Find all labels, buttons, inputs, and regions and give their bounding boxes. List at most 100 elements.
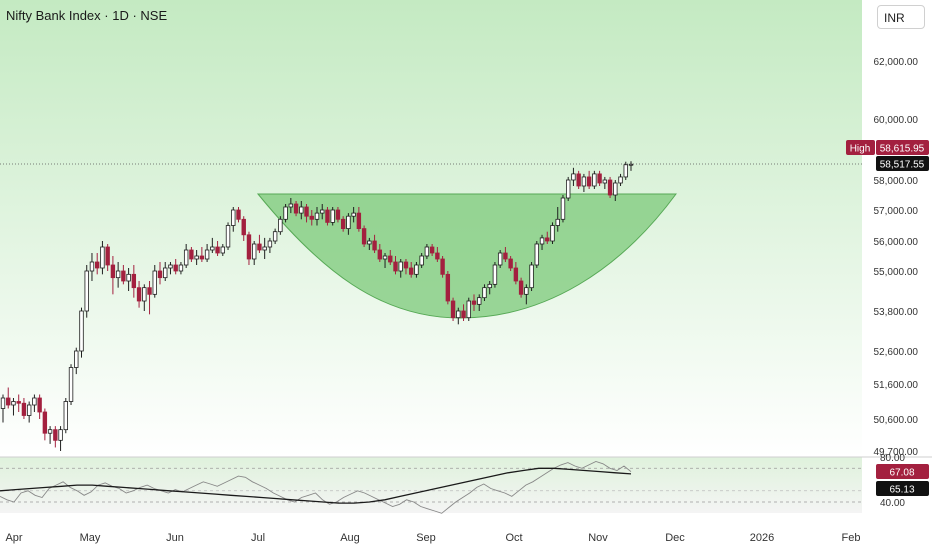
candle bbox=[555, 207, 560, 232]
candle bbox=[79, 307, 84, 358]
y-tick-label: 55,000.00 bbox=[874, 267, 919, 278]
candle bbox=[126, 268, 131, 291]
candle bbox=[142, 284, 147, 311]
x-axis: Apr May Jun Jul Aug Sep Oct Nov Dec 2026 Feb bbox=[5, 532, 860, 544]
candle bbox=[58, 426, 63, 451]
candle bbox=[115, 262, 121, 288]
candle bbox=[487, 281, 492, 295]
candle bbox=[100, 241, 105, 275]
candle bbox=[545, 231, 550, 244]
y-tick-label: 58,000.00 bbox=[874, 176, 919, 187]
chart-title: Nifty Bank Index · 1D · NSE bbox=[6, 8, 168, 23]
candle bbox=[497, 250, 503, 268]
axis-background bbox=[862, 0, 932, 550]
candle bbox=[560, 195, 566, 223]
candle bbox=[168, 262, 173, 275]
candle bbox=[492, 262, 498, 288]
candle bbox=[84, 265, 89, 318]
candle bbox=[340, 216, 346, 232]
candle bbox=[419, 253, 424, 268]
high-tag-label: High bbox=[850, 144, 871, 155]
x-tick-label: Apr bbox=[5, 532, 22, 544]
rsi-value: 67.08 bbox=[889, 468, 914, 479]
rsi-y-tick-label: 40.00 bbox=[880, 498, 905, 509]
candle bbox=[236, 207, 241, 223]
candle bbox=[450, 297, 456, 321]
candle bbox=[613, 180, 618, 201]
candle bbox=[445, 271, 451, 305]
candle bbox=[152, 265, 157, 298]
rsi-indicator bbox=[0, 461, 862, 514]
candle bbox=[482, 284, 487, 301]
candle bbox=[597, 170, 602, 186]
candle bbox=[89, 253, 95, 281]
candle bbox=[581, 173, 587, 192]
y-tick-label: 62,000.00 bbox=[874, 57, 919, 68]
candle bbox=[440, 256, 445, 278]
candle bbox=[231, 207, 236, 232]
candle bbox=[320, 204, 325, 220]
y-tick-label: 60,000.00 bbox=[874, 115, 919, 126]
candle bbox=[11, 398, 16, 416]
candle bbox=[330, 207, 335, 226]
candle bbox=[272, 228, 278, 244]
candle bbox=[204, 244, 210, 262]
candle bbox=[74, 347, 79, 375]
y-axis: 62,000.00 60,000.00 58,000.00 57,000.00 56,0… bbox=[874, 57, 919, 509]
candle bbox=[398, 259, 403, 278]
candle bbox=[199, 247, 205, 262]
candle bbox=[225, 222, 231, 250]
candle bbox=[42, 408, 48, 441]
candle bbox=[602, 176, 608, 189]
candle bbox=[377, 244, 382, 262]
y-tick-label: 49,700.00 bbox=[874, 447, 919, 458]
candle bbox=[607, 176, 613, 198]
candle bbox=[110, 256, 116, 295]
candle bbox=[131, 265, 137, 298]
candle bbox=[372, 234, 377, 253]
candle bbox=[26, 401, 32, 423]
high-price-tag: High 58,615.95 bbox=[846, 140, 929, 155]
candle bbox=[393, 256, 398, 275]
candle bbox=[183, 244, 189, 268]
candles bbox=[0, 161, 634, 451]
candle bbox=[534, 241, 539, 268]
candle bbox=[210, 237, 215, 253]
candle bbox=[586, 170, 592, 189]
candle bbox=[524, 284, 529, 305]
candle bbox=[241, 216, 246, 241]
candle bbox=[325, 207, 330, 226]
candle bbox=[414, 262, 419, 278]
candle bbox=[309, 210, 314, 226]
rsi-ma-value-tag: 65.13 bbox=[876, 481, 929, 496]
candle bbox=[178, 262, 184, 275]
y-tick-label: 52,600.00 bbox=[874, 347, 919, 358]
y-tick-label: 57,000.00 bbox=[874, 206, 919, 217]
rsi-ma-value: 65.13 bbox=[889, 485, 914, 496]
candle bbox=[194, 250, 199, 265]
high-tag-value: 58,615.95 bbox=[880, 144, 925, 155]
candle bbox=[257, 234, 262, 253]
rsi-y-tick-label: 80.00 bbox=[880, 453, 905, 464]
candle bbox=[503, 247, 508, 262]
candle bbox=[335, 207, 341, 223]
y-tick-label: 50,600.00 bbox=[874, 415, 919, 426]
x-tick-label: Feb bbox=[842, 532, 861, 544]
candle bbox=[293, 201, 299, 217]
candle bbox=[539, 234, 545, 250]
candle bbox=[382, 253, 388, 268]
candle bbox=[251, 241, 257, 265]
candle bbox=[513, 262, 519, 285]
candle bbox=[157, 262, 163, 285]
candle bbox=[508, 256, 513, 271]
candle bbox=[105, 244, 110, 271]
candle bbox=[314, 207, 320, 226]
candle bbox=[246, 231, 252, 265]
candle bbox=[121, 265, 126, 285]
candle bbox=[424, 244, 430, 259]
y-tick-label: 56,000.00 bbox=[874, 237, 919, 248]
candle bbox=[628, 161, 634, 171]
rsi-line bbox=[0, 461, 632, 514]
currency-button[interactable]: INR bbox=[877, 5, 925, 29]
